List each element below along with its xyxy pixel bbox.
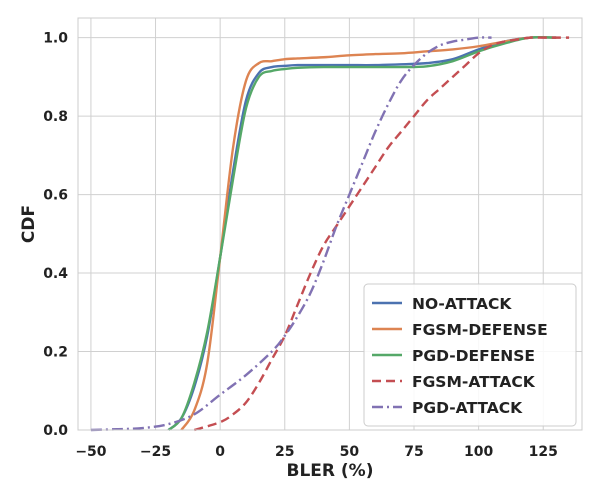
plot-frame	[77, 17, 583, 431]
y-tick-label: 0.2	[43, 345, 68, 361]
y-tick-label: 0.4	[43, 266, 68, 282]
legend-label: NO-ATTACK	[412, 295, 512, 313]
series-layer	[90, 35, 570, 432]
x-tick-label: 75	[404, 444, 423, 460]
y-tick-label: 0.0	[43, 423, 68, 439]
x-tick-labels: −50 −25 0 25 50 75 100 125	[75, 444, 558, 460]
legend-label: PGD-DEFENSE	[412, 347, 535, 365]
legend-label: FGSM-DEFENSE	[412, 321, 548, 339]
y-axis-label: CDF	[19, 205, 39, 243]
x-tick-label: 100	[464, 444, 493, 460]
x-tick-label: 0	[215, 444, 225, 460]
series-line-pgd-attack	[90, 36, 492, 432]
x-tick-label: 125	[529, 444, 558, 460]
legend-box	[363, 283, 577, 427]
x-tick-label: 25	[275, 444, 294, 460]
x-tick-label: −25	[140, 444, 171, 460]
series-line-fgsm-attack	[193, 36, 570, 432]
series-line-pgd-defense	[167, 35, 557, 431]
x-tick-label: 50	[340, 444, 360, 460]
y-tick-labels: 0.0 0.2 0.4 0.6 0.8 1.0	[43, 31, 68, 439]
x-tick-label: −50	[75, 444, 106, 460]
y-tick-label: 0.6	[43, 188, 68, 204]
y-tick-label: 1.0	[43, 31, 68, 47]
x-axis-label: BLER (%)	[287, 461, 374, 481]
legend-label: PGD-ATTACK	[412, 399, 523, 417]
y-tick-label: 0.8	[43, 109, 68, 125]
legend: NO-ATTACK FGSM-DEFENSE PGD-DEFENSE FGSM-ATT…	[363, 283, 577, 427]
legend-label: FGSM-ATTACK	[412, 373, 536, 391]
